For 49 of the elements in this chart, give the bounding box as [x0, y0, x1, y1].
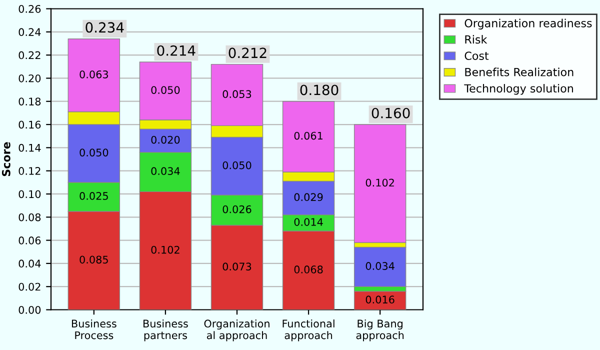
total-label: 0.234 [86, 22, 124, 33]
y-tick-label: 0.24 [18, 28, 41, 36]
y-tick-label: 0.18 [18, 98, 41, 106]
data-label: 0.029 [294, 193, 323, 202]
legend-label: Benefits Realization [465, 68, 574, 76]
y-tick-label: 0.22 [18, 51, 40, 60]
y-tick-label: 0.00 [18, 306, 41, 314]
y-tick-label: 0.08 [18, 213, 41, 222]
legend-label: Risk [465, 35, 488, 44]
legend-label: Organization readiness [464, 18, 592, 30]
total-label: 0.180 [300, 84, 338, 96]
x-tick-label: Functional approach [282, 319, 334, 342]
data-label: 0.061 [294, 132, 322, 140]
y-axis-title: Score [2, 142, 10, 176]
y-tick-label: 0.06 [18, 236, 41, 244]
data-label: 0.068 [294, 266, 323, 274]
total-label: 0.160 [372, 108, 410, 118]
data-label: 0.034 [366, 262, 394, 270]
data-label: 0.102 [151, 246, 180, 254]
data-label: 0.034 [151, 167, 180, 176]
y-tick-label: 0.04 [18, 260, 41, 268]
x-tick-label: Business partners [144, 319, 188, 342]
data-label: 0.016 [366, 296, 394, 304]
x-tick-label: Organization al approach [204, 319, 270, 342]
total-label: 0.212 [228, 48, 266, 58]
y-tick-label: 0.26 [18, 4, 41, 13]
data-label: 0.102 [366, 178, 394, 187]
data-label: 0.063 [80, 70, 108, 78]
legend-label: Technology solution [464, 84, 573, 95]
y-tick-label: 0.14 [18, 144, 41, 152]
y-tick-label: 0.16 [18, 120, 41, 129]
data-label: 0.014 [294, 218, 323, 226]
data-label: 0.085 [80, 256, 108, 264]
legend-label: Cost [464, 52, 489, 60]
data-label: 0.025 [80, 192, 108, 200]
data-label: 0.050 [222, 161, 252, 170]
data-label: 0.073 [222, 262, 252, 271]
y-tick-label: 0.02 [18, 282, 40, 291]
x-tick-label: Business Process [72, 319, 116, 340]
data-label: 0.050 [80, 148, 108, 156]
data-label: 0.050 [151, 86, 180, 94]
y-tick-label: 0.10 [18, 190, 41, 198]
x-tick-label: Big Bang approach [356, 319, 404, 342]
y-tick-label: 0.20 [18, 74, 41, 82]
total-label: 0.214 [157, 45, 196, 56]
y-tick-label: 0.12 [18, 167, 40, 175]
data-label: 0.020 [151, 136, 180, 144]
data-label: 0.026 [222, 205, 252, 214]
data-label: 0.053 [222, 90, 252, 98]
